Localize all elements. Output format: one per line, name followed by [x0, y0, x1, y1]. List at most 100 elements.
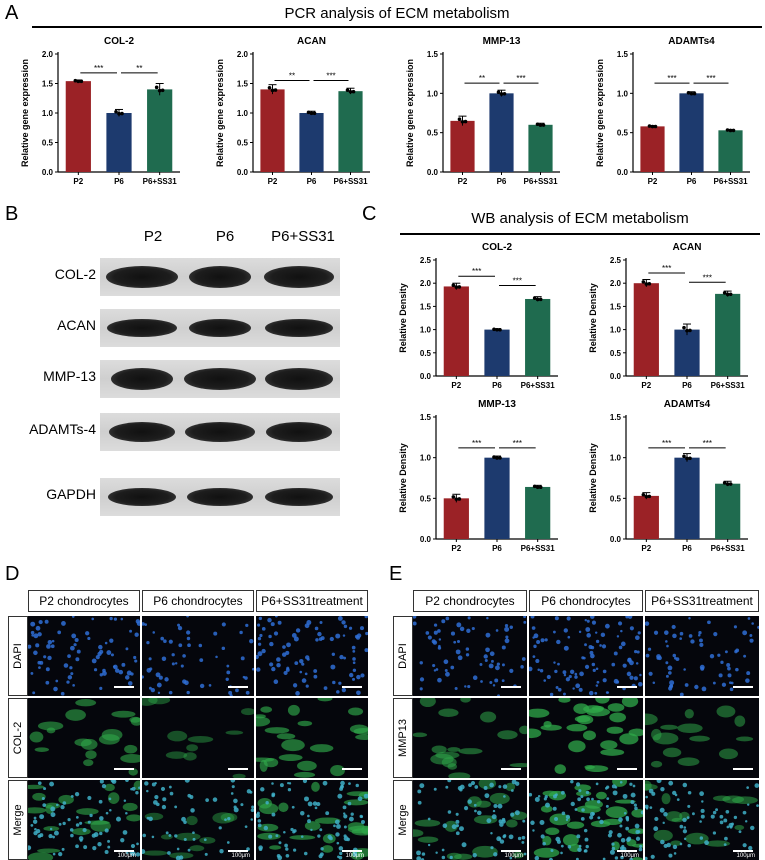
- y-tick-label: 1.0: [610, 326, 622, 335]
- if-row-label: DAPI: [397, 643, 409, 669]
- cell-body: [330, 765, 345, 777]
- nucleus: [213, 631, 218, 636]
- nucleus: [341, 620, 346, 625]
- nucleus: [549, 692, 554, 696]
- nucleus: [491, 659, 494, 663]
- nucleus: [230, 792, 234, 795]
- nucleus: [579, 671, 584, 677]
- y-tick-label: 0.5: [420, 494, 432, 503]
- nucleus: [687, 843, 691, 848]
- nucleus: [45, 667, 50, 672]
- cell-body: [225, 730, 244, 735]
- nucleus: [257, 636, 262, 641]
- nucleus: [679, 842, 683, 846]
- data-point: [451, 495, 456, 499]
- x-tick-label: P2: [648, 177, 658, 186]
- nucleus: [174, 834, 178, 838]
- nucleus: [283, 830, 286, 834]
- nucleus: [542, 841, 546, 846]
- nucleus: [682, 817, 687, 823]
- nucleus: [336, 824, 341, 829]
- if-cells: [529, 616, 643, 696]
- nucleus: [562, 670, 567, 675]
- nucleus: [348, 816, 354, 822]
- cell-body: [29, 731, 44, 743]
- cell-body: [293, 771, 316, 778]
- nucleus: [544, 802, 550, 808]
- nucleus: [314, 806, 318, 810]
- nucleus: [637, 830, 641, 834]
- nucleus: [320, 636, 325, 641]
- data-point: [457, 285, 462, 289]
- nucleus: [162, 797, 167, 802]
- cell-body: [600, 740, 618, 750]
- nucleus: [584, 837, 589, 842]
- nucleus: [479, 662, 483, 666]
- nucleus: [672, 844, 678, 850]
- if-cells: [142, 616, 254, 696]
- blot-band: [265, 368, 333, 390]
- data-point: [154, 85, 159, 90]
- nucleus: [305, 655, 310, 660]
- nucleus: [625, 815, 629, 820]
- bar: [674, 329, 700, 376]
- nucleus: [350, 812, 354, 816]
- nucleus: [271, 793, 275, 798]
- nucleus: [38, 666, 41, 669]
- if-row-label: Merge: [397, 804, 409, 836]
- nucleus: [578, 687, 583, 692]
- x-tick-label: P6+SS31: [523, 177, 558, 186]
- nucleus: [456, 622, 462, 628]
- significance-label: ***: [667, 74, 676, 83]
- data-point: [457, 497, 462, 501]
- nucleus: [585, 627, 591, 632]
- nucleus: [39, 833, 44, 838]
- nucleus: [178, 643, 183, 648]
- cell-body: [609, 712, 627, 723]
- nucleus: [599, 819, 604, 825]
- nucleus: [230, 780, 236, 783]
- nucleus: [557, 662, 560, 666]
- nucleus: [52, 835, 55, 839]
- nucleus: [639, 673, 642, 677]
- nucleus: [618, 645, 623, 650]
- if-row-label: COL-2: [12, 721, 24, 755]
- nucleus: [306, 620, 312, 625]
- nucleus: [148, 686, 152, 690]
- nucleus: [57, 630, 62, 635]
- nucleus: [584, 618, 587, 622]
- if-cells: [529, 698, 643, 775]
- nucleus: [199, 658, 204, 663]
- nucleus: [148, 816, 153, 822]
- nucleus: [639, 844, 643, 848]
- cell-body: [558, 698, 571, 703]
- y-tick-label: 1.5: [420, 413, 432, 422]
- nucleus: [749, 638, 754, 643]
- chart-title: MMP-13: [478, 399, 516, 410]
- blot-band: [108, 488, 176, 506]
- nucleus: [120, 617, 124, 621]
- x-tick-label: P6+SS31: [711, 544, 746, 553]
- cell-body: [122, 802, 138, 812]
- nucleus: [276, 657, 281, 662]
- cell-body: [653, 829, 673, 842]
- nucleus: [594, 691, 598, 695]
- nucleus: [67, 818, 71, 822]
- if-micrograph: 100μm: [28, 780, 140, 860]
- data-point: [728, 292, 733, 297]
- data-point: [532, 484, 537, 489]
- nucleus: [589, 815, 594, 820]
- nucleus: [239, 630, 243, 635]
- nucleus: [97, 842, 102, 847]
- nucleus: [521, 657, 526, 661]
- nucleus: [138, 786, 140, 790]
- nucleus: [285, 847, 289, 851]
- nucleus: [338, 846, 344, 851]
- nucleus: [699, 836, 704, 840]
- nucleus: [290, 827, 294, 832]
- scale-bar: [114, 850, 134, 852]
- nucleus: [717, 653, 721, 657]
- nucleus: [39, 660, 44, 665]
- cell-body: [448, 772, 471, 778]
- data-point: [538, 123, 543, 127]
